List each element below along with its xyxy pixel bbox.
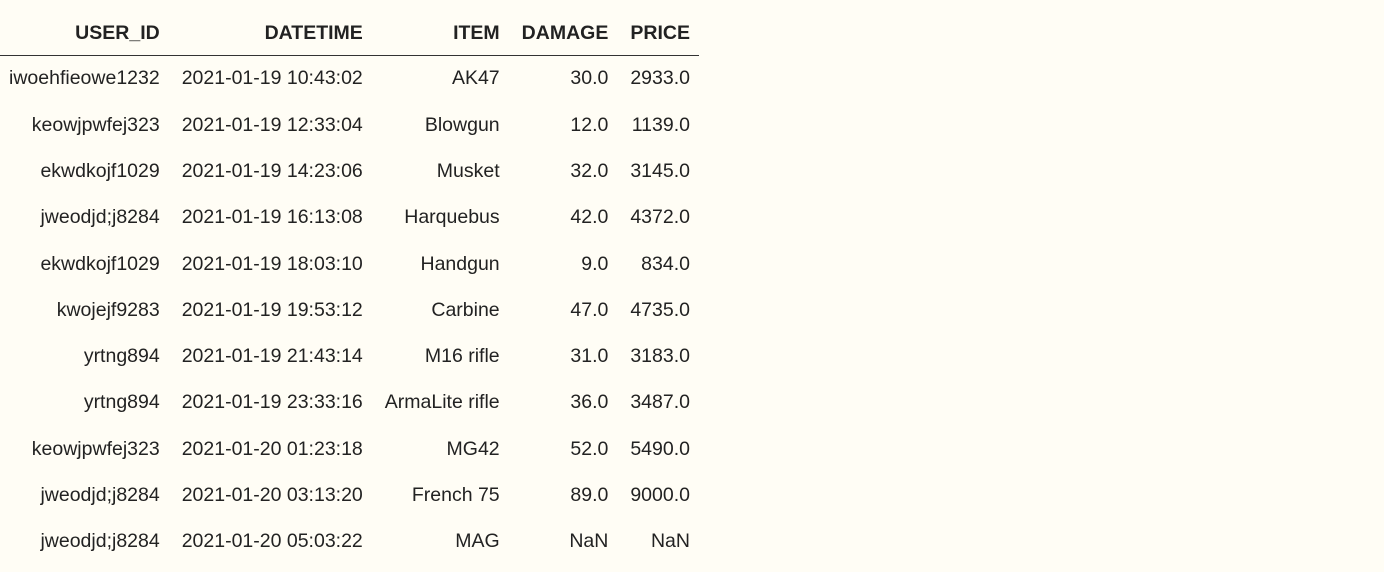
cell-price: 3145.0	[630, 159, 690, 182]
cell-price: 834.0	[641, 252, 690, 275]
dataframe-table: USER_ID DATETIME ITEM DAMAGE PRICE iwoeh…	[0, 13, 699, 565]
cell-price: 3183.0	[630, 345, 690, 368]
cell-damage: 52.0	[570, 437, 609, 460]
cell-user-id: ekwdkojf1029	[40, 252, 160, 275]
table-row: ekwdkojf1029 2021-01-19 18:03:10 Handgun…	[0, 241, 699, 287]
cell-item: MG42	[446, 437, 500, 460]
cell-datetime: 2021-01-19 16:13:08	[181, 206, 363, 229]
cell-damage: 42.0	[570, 206, 609, 229]
table-row: jweodjd;j8284 2021-01-20 03:13:20 French…	[0, 473, 699, 519]
cell-item: M16 rifle	[424, 345, 500, 368]
cell-item: Carbine	[431, 298, 500, 321]
cell-datetime: 2021-01-20 03:13:20	[181, 484, 363, 507]
header-row: USER_ID DATETIME ITEM DAMAGE PRICE	[0, 13, 699, 56]
cell-datetime: 2021-01-19 23:33:16	[181, 391, 363, 414]
cell-item: ArmaLite rifle	[384, 391, 500, 414]
cell-item: Musket	[436, 159, 500, 182]
cell-item: Handgun	[420, 252, 500, 275]
cell-user-id: jweodjd;j8284	[40, 484, 160, 507]
table-header: USER_ID DATETIME ITEM DAMAGE PRICE	[0, 13, 699, 56]
cell-user-id: keowjpwfej323	[31, 437, 160, 460]
cell-damage: 9.0	[581, 252, 609, 275]
cell-damage: 47.0	[570, 298, 609, 321]
cell-damage: 89.0	[570, 484, 609, 507]
cell-datetime: 2021-01-19 10:43:02	[181, 67, 363, 90]
cell-damage: 36.0	[570, 391, 609, 414]
cell-item: MAG	[455, 530, 500, 553]
table-row: jweodjd;j8284 2021-01-20 05:03:22 MAG Na…	[0, 519, 699, 565]
cell-damage: 31.0	[570, 345, 609, 368]
column-header-damage: DAMAGE	[521, 22, 609, 45]
cell-price: NaN	[650, 530, 690, 553]
cell-user-id: keowjpwfej323	[31, 113, 160, 136]
cell-user-id: kwojejf9283	[56, 298, 160, 321]
table-body: iwoehfieowe1232 2021-01-19 10:43:02 AK47…	[0, 56, 699, 566]
cell-datetime: 2021-01-19 18:03:10	[181, 252, 363, 275]
cell-datetime: 2021-01-19 14:23:06	[181, 159, 363, 182]
table-row: kwojejf9283 2021-01-19 19:53:12 Carbine …	[0, 287, 699, 333]
cell-item: AK47	[451, 67, 500, 90]
cell-user-id: jweodjd;j8284	[40, 206, 160, 229]
cell-price: 4372.0	[630, 206, 690, 229]
column-header-datetime: DATETIME	[264, 22, 363, 45]
cell-item: Blowgun	[424, 113, 500, 136]
cell-item: French 75	[411, 484, 500, 507]
cell-damage: NaN	[569, 530, 609, 553]
table-row: ekwdkojf1029 2021-01-19 14:23:06 Musket …	[0, 149, 699, 195]
cell-user-id: jweodjd;j8284	[40, 530, 160, 553]
cell-user-id: ekwdkojf1029	[40, 159, 160, 182]
cell-damage: 32.0	[570, 159, 609, 182]
table-row: keowjpwfej323 2021-01-19 12:33:04 Blowgu…	[0, 102, 699, 148]
cell-user-id: yrtng894	[83, 345, 160, 368]
cell-item: Harquebus	[404, 206, 500, 229]
table-row: keowjpwfej323 2021-01-20 01:23:18 MG42 5…	[0, 426, 699, 472]
column-header-price: PRICE	[630, 22, 690, 45]
cell-damage: 12.0	[570, 113, 609, 136]
cell-datetime: 2021-01-19 12:33:04	[181, 113, 363, 136]
cell-datetime: 2021-01-20 01:23:18	[181, 437, 363, 460]
cell-price: 3487.0	[630, 391, 690, 414]
cell-user-id: iwoehfieowe1232	[9, 67, 160, 90]
table-row: yrtng894 2021-01-19 23:33:16 ArmaLite ri…	[0, 380, 699, 426]
cell-price: 5490.0	[630, 437, 690, 460]
table-row: iwoehfieowe1232 2021-01-19 10:43:02 AK47…	[0, 56, 699, 103]
column-header-user-id: USER_ID	[75, 22, 160, 45]
cell-price: 1139.0	[631, 113, 690, 136]
cell-price: 9000.0	[630, 484, 690, 507]
cell-price: 4735.0	[630, 298, 690, 321]
cell-datetime: 2021-01-19 21:43:14	[181, 345, 363, 368]
table-row: yrtng894 2021-01-19 21:43:14 M16 rifle 3…	[0, 334, 699, 380]
column-header-item: ITEM	[453, 22, 500, 45]
cell-price: 2933.0	[630, 67, 690, 90]
table-row: jweodjd;j8284 2021-01-19 16:13:08 Harque…	[0, 195, 699, 241]
cell-datetime: 2021-01-20 05:03:22	[181, 530, 363, 553]
cell-user-id: yrtng894	[83, 391, 160, 414]
cell-damage: 30.0	[570, 67, 609, 90]
cell-datetime: 2021-01-19 19:53:12	[181, 298, 363, 321]
